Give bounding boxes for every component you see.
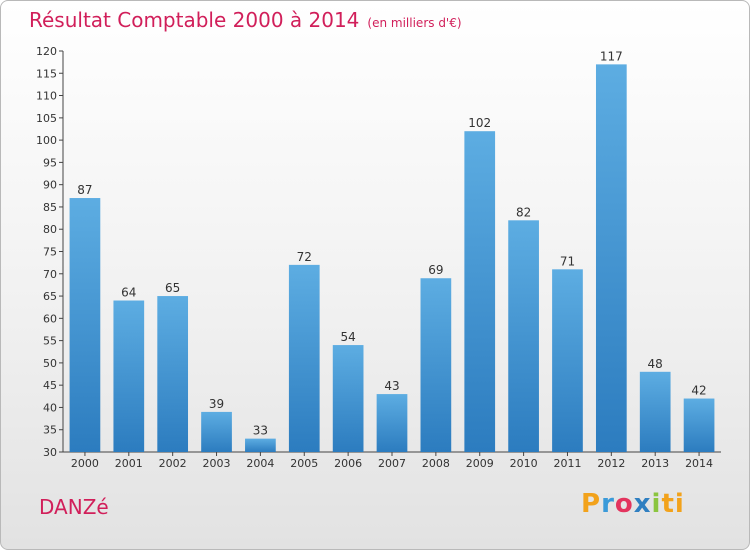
x-tick-label: 2011 (553, 457, 581, 470)
logo-letter: ti (661, 489, 685, 519)
bar (639, 371, 671, 452)
bar-value-label: 33 (253, 424, 268, 438)
y-tick-label: 105 (36, 112, 57, 125)
y-tick-label: 60 (43, 312, 57, 325)
y-tick-label: 100 (36, 134, 57, 147)
bar (595, 64, 627, 452)
bar (332, 345, 364, 452)
y-tick-label: 95 (43, 156, 57, 169)
chart-subtitle: (en milliers d'€) (367, 16, 462, 30)
bar (113, 300, 145, 452)
y-tick-label: 120 (36, 45, 57, 58)
chart-title: Résultat Comptable 2000 à 2014 (en millie… (29, 8, 462, 32)
x-tick-label: 2009 (466, 457, 494, 470)
y-tick-label: 45 (43, 379, 57, 392)
x-tick-label: 2000 (71, 457, 99, 470)
bar-value-label: 72 (297, 250, 312, 264)
x-tick-label: 2008 (422, 457, 450, 470)
bar-value-label: 117 (600, 49, 623, 63)
x-tick-label: 2010 (510, 457, 538, 470)
bar-value-label: 71 (560, 254, 575, 268)
bar (201, 411, 232, 452)
bar (245, 438, 276, 452)
bar (508, 220, 539, 452)
bar-value-label: 48 (648, 357, 663, 371)
bar (552, 269, 583, 452)
chart-title-text: Résultat Comptable 2000 à 2014 (29, 8, 360, 32)
x-tick-label: 2012 (597, 457, 625, 470)
x-tick-label: 2004 (246, 457, 274, 470)
bar-value-label: 39 (209, 397, 224, 411)
y-tick-label: 30 (43, 446, 57, 459)
x-tick-label: 2006 (334, 457, 362, 470)
bar-value-label: 87 (77, 183, 92, 197)
bar (420, 278, 452, 452)
proxiti-logo: Proxiti (581, 489, 685, 519)
bar-value-label: 64 (121, 286, 136, 300)
bar-value-label: 42 (691, 384, 706, 398)
logo-letter: x (633, 489, 652, 519)
logo-letter: o (614, 489, 634, 519)
y-tick-label: 40 (43, 401, 57, 414)
y-tick-label: 80 (43, 223, 57, 236)
y-tick-label: 70 (43, 268, 57, 281)
bar-value-label: 102 (468, 116, 491, 130)
logo-letter: r (601, 489, 615, 519)
x-tick-label: 2001 (115, 457, 143, 470)
logo-letter: i (651, 489, 662, 519)
y-tick-label: 115 (36, 67, 57, 80)
x-tick-label: 2014 (685, 457, 713, 470)
bar-value-label: 69 (428, 263, 443, 277)
bar-value-label: 82 (516, 205, 531, 219)
y-tick-label: 90 (43, 179, 57, 192)
bar (157, 296, 189, 452)
x-tick-label: 2013 (641, 457, 669, 470)
x-tick-label: 2007 (378, 457, 406, 470)
y-tick-label: 75 (43, 246, 57, 259)
x-tick-label: 2002 (159, 457, 187, 470)
bar (376, 394, 408, 452)
x-tick-label: 2003 (203, 457, 231, 470)
bar (69, 198, 101, 452)
y-tick-label: 110 (36, 90, 57, 103)
y-tick-label: 50 (43, 357, 57, 370)
logo-letter: P (581, 489, 602, 519)
bar (683, 398, 715, 452)
y-tick-label: 55 (43, 335, 57, 348)
y-tick-label: 35 (43, 424, 57, 437)
y-tick-label: 85 (43, 201, 57, 214)
bar (288, 264, 320, 452)
y-tick-label: 65 (43, 290, 57, 303)
bar (464, 131, 496, 452)
bar-value-label: 43 (384, 379, 399, 393)
bar-value-label: 54 (340, 330, 355, 344)
x-tick-label: 2005 (290, 457, 318, 470)
commune-name: DANZé (39, 495, 109, 519)
bar-value-label: 65 (165, 281, 180, 295)
